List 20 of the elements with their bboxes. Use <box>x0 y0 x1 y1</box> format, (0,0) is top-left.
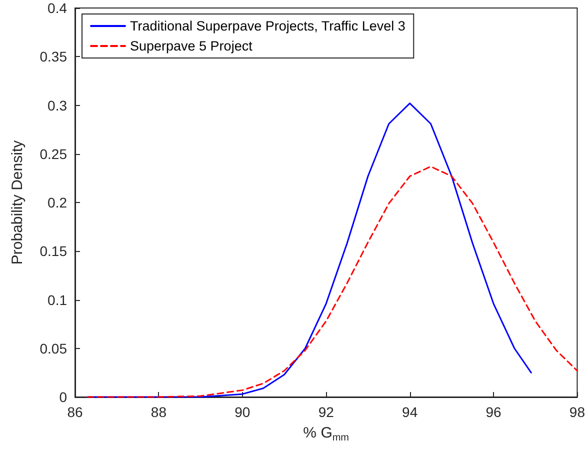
x-tick-label: 96 <box>486 404 502 420</box>
y-tick-label: 0.15 <box>40 243 68 260</box>
y-tick-label: 0.35 <box>40 48 68 65</box>
x-tick-label: 98 <box>569 404 586 420</box>
legend-label: Superpave 5 Project <box>130 38 253 54</box>
y-tick-label: 0.4 <box>48 0 68 16</box>
y-tick-label: 0.2 <box>48 194 68 210</box>
y-tick-label: 0.05 <box>40 340 68 356</box>
y-tick-label: 0.25 <box>40 146 68 162</box>
x-tick-label: 92 <box>318 404 334 420</box>
y-tick-label: 0 <box>59 389 68 405</box>
x-tick-label: 88 <box>150 404 167 420</box>
x-tick-label: 86 <box>67 404 83 420</box>
x-tick-label: 94 <box>402 404 418 420</box>
line-series <box>86 166 578 398</box>
y-tick-label: 0.1 <box>48 292 68 308</box>
y-axis-title: Probability Density <box>9 140 26 265</box>
x-tick-label: 90 <box>234 404 250 420</box>
legend-label: Traditional Superpave Projects, Traffic Level 3 <box>130 18 406 34</box>
y-tick-label: 0.3 <box>48 97 68 114</box>
